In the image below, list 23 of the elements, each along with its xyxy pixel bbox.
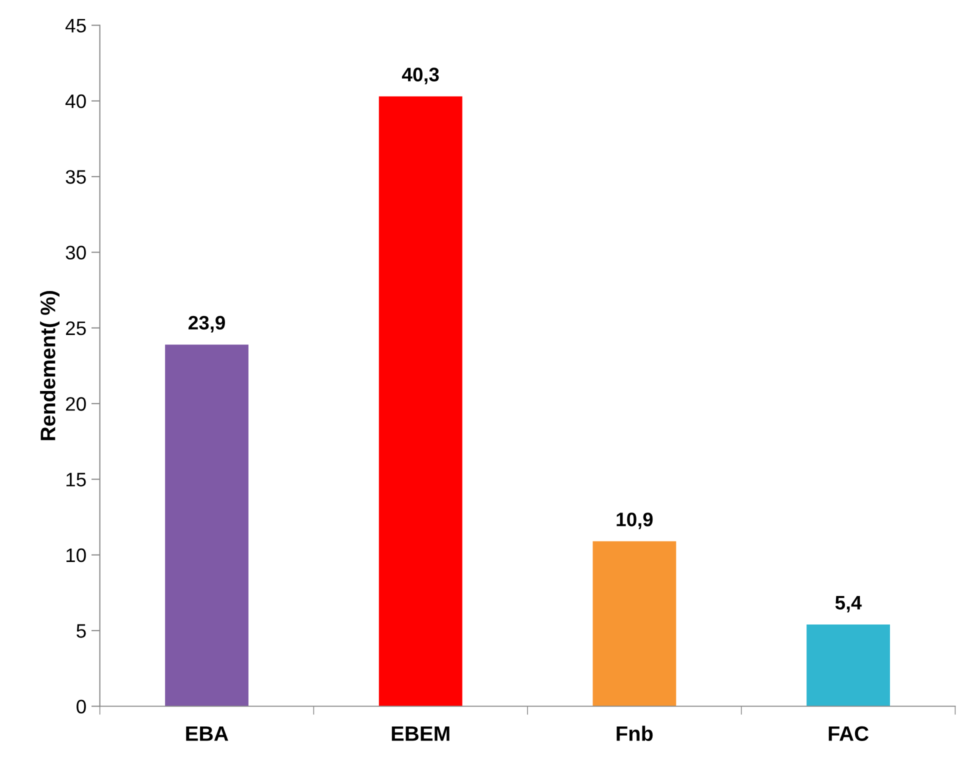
y-tick-label: 15 [66,472,86,486]
data-label: 23,9 [188,316,225,332]
x-tick-label: FAC [828,726,869,741]
bar [592,541,676,706]
y-axis-title: Rendement( %) [40,290,60,440]
y-tick-label: 10 [66,548,86,562]
y-tick-label: 0 [76,700,86,714]
y-tick-label: 25 [66,321,86,336]
y-tick-label: 35 [66,170,86,184]
y-tick-label: 30 [66,246,86,260]
y-tick-label: 45 [65,18,86,33]
x-tick-label: EBEM [392,726,450,741]
data-label: 10,9 [616,512,653,530]
x-tick-label: Fnb [616,726,653,741]
bar [806,624,890,706]
data-label: 40,3 [402,68,439,84]
data-label: 5,4 [835,596,862,612]
y-tick-label: 20 [66,397,86,411]
y-tick-label: 40 [65,94,86,108]
bar [378,96,462,706]
bar [165,344,248,706]
y-tick-label: 5 [76,624,86,638]
x-tick-label: EBA [186,726,228,741]
